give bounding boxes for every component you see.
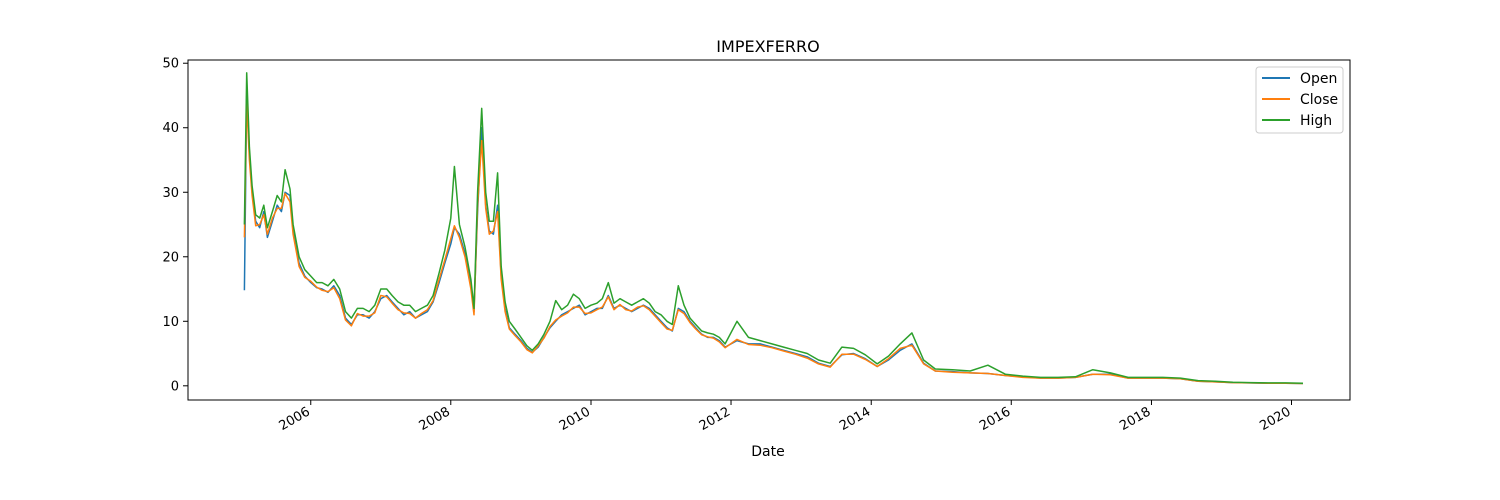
legend-label-open: Open — [1300, 71, 1337, 87]
series-line-close — [243, 101, 1304, 385]
y-tick-label-10: 10 — [162, 315, 179, 330]
x-axis-label: Date — [751, 444, 784, 460]
chart-title: IMPEXFERRO — [716, 37, 819, 56]
legend: Open Close High — [1255, 66, 1344, 134]
legend-label-close: Close — [1300, 92, 1338, 108]
legend-items: Open Close High — [1262, 71, 1338, 129]
legend-box — [1255, 66, 1344, 134]
legend-label-high: High — [1300, 113, 1332, 129]
y-tick-label-50: 50 — [162, 57, 179, 72]
y-tick-label-40: 40 — [162, 121, 179, 136]
y-tick-label-20: 20 — [162, 250, 179, 265]
series-line-high — [243, 72, 1304, 384]
plot-lines — [243, 72, 1304, 385]
y-tick-label-30: 30 — [162, 186, 179, 201]
y-axis: 0 10 20 30 40 50 — [162, 57, 188, 394]
y-tick-label-0: 0 — [171, 379, 179, 394]
plot-frame — [187, 59, 1351, 401]
